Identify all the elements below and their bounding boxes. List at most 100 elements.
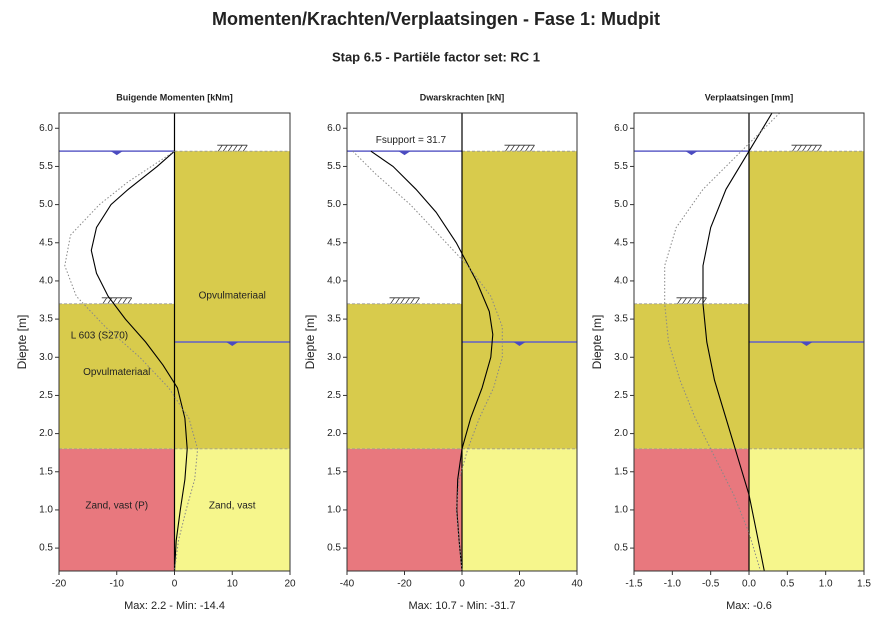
y-tick-label: 2.5	[614, 390, 628, 401]
layer-label: Zand, vast (P)	[85, 501, 148, 512]
curve	[352, 150, 503, 572]
y-tick-label: 1.0	[327, 505, 341, 516]
soil-layer	[749, 151, 864, 449]
ground-hatch	[520, 144, 525, 152]
y-tick-label: 2.0	[327, 428, 341, 439]
soil-layer	[347, 448, 462, 571]
x-tick-label: -20	[52, 579, 67, 590]
curve	[64, 150, 199, 572]
y-tick-label: 0.5	[327, 543, 341, 554]
x-tick-label: 1.0	[819, 579, 833, 590]
y-tick-label: 4.5	[327, 237, 341, 248]
ground-hatch	[222, 144, 228, 152]
panel-title: Buigende Momenten [kNm]	[116, 92, 233, 102]
y-tick-label: 4.0	[327, 276, 341, 287]
ground-hatch	[817, 144, 822, 152]
y-tick-label: 4.0	[39, 276, 53, 287]
y-tick-label: 2.0	[39, 428, 53, 439]
ground-hatch	[505, 144, 510, 152]
x-tick-label: 20	[284, 579, 296, 590]
ground-hatch	[232, 144, 238, 152]
annotation: Fsupport = 31.7	[376, 135, 447, 146]
water-marker	[685, 151, 698, 156]
ground-hatch	[792, 144, 797, 152]
panel: Fsupport = 31.7 0.5 1.0 1.5 2.0 2.5 3.0 3.5 4.0 4…	[303, 92, 583, 612]
y-tick-label: 1.5	[614, 466, 628, 477]
ground-hatch	[515, 144, 520, 152]
ground-hatch	[797, 144, 802, 152]
y-tick-label: 3.0	[614, 352, 628, 363]
x-tick-label: -10	[110, 579, 125, 590]
water-marker	[398, 151, 411, 156]
y-tick-label: 5.0	[327, 199, 341, 210]
soil-layer	[174, 448, 290, 571]
ground-hatch	[237, 144, 243, 152]
ground-hatch	[217, 144, 223, 152]
y-tick-label: 1.5	[327, 466, 341, 477]
soil-layer	[634, 448, 749, 571]
ground-hatch	[687, 297, 692, 305]
layer-label: Opvulmateriaal	[83, 367, 150, 378]
y-tick-label: 1.5	[39, 466, 53, 477]
ground-hatch	[415, 297, 420, 305]
panel-title: Dwarskrachten [kN]	[420, 92, 505, 102]
soil-layer	[174, 151, 290, 449]
y-tick-label: 0.5	[614, 543, 628, 554]
y-tick-label: 6.0	[327, 123, 341, 134]
panel-footer: Max: 2.2 - Min: -14.4	[124, 600, 225, 612]
soil-layer	[634, 303, 749, 449]
page-subtitle: Stap 6.5 - Partiële factor set: RC 1	[332, 49, 540, 64]
ground-hatch	[102, 297, 108, 305]
y-tick-label: 5.0	[614, 199, 628, 210]
ground-hatch	[127, 297, 133, 305]
ground-hatch	[802, 144, 807, 152]
panel-footer: Max: -0.6	[726, 600, 772, 612]
y-axis-label: Diepte [m]	[15, 315, 29, 370]
x-tick-label: 20	[514, 579, 526, 590]
x-tick-label: 0.0	[742, 579, 756, 590]
water-marker	[513, 342, 526, 346]
curve	[90, 150, 188, 572]
y-tick-label: 0.5	[39, 543, 53, 554]
ground-hatch	[390, 297, 395, 305]
ground-hatch	[525, 144, 530, 152]
curve	[702, 112, 773, 572]
ground-hatch	[117, 297, 123, 305]
y-tick-label: 4.5	[614, 237, 628, 248]
ground-hatch	[530, 144, 535, 152]
y-tick-label: 5.5	[614, 161, 628, 172]
ground-hatch	[395, 297, 400, 305]
x-tick-label: 10	[227, 579, 239, 590]
curve	[664, 112, 781, 572]
ground-hatch	[405, 297, 410, 305]
x-tick-label: 0	[459, 579, 465, 590]
ground-hatch	[807, 144, 812, 152]
y-tick-label: 1.0	[614, 505, 628, 516]
ground-hatch	[692, 297, 697, 305]
x-tick-label: 0.5	[780, 579, 794, 590]
layer-label: Zand, vast	[209, 501, 256, 512]
y-tick-label: 4.5	[39, 237, 53, 248]
ground-hatch	[242, 144, 248, 152]
ground-hatch	[107, 297, 113, 305]
y-tick-label: 6.0	[39, 123, 53, 134]
x-tick-label: -20	[397, 579, 412, 590]
y-tick-label: 2.0	[614, 428, 628, 439]
y-tick-label: 3.5	[39, 314, 53, 325]
panel: Opvulmateriaal Zand, vast (P) Opvulmateria…	[15, 92, 296, 612]
soil-layer	[59, 448, 175, 571]
panel-title: Verplaatsingen [mm]	[705, 92, 794, 102]
layer-label: Opvulmateriaal	[199, 291, 266, 302]
panel: 0.5 1.0 1.5 2.0 2.5 3.0 3.5 4.0 4.5 5.0 5.5 6.0 -1.5…	[590, 92, 871, 612]
page-title: Momenten/Krachten/Verplaatsingen - Fase …	[212, 9, 660, 29]
y-tick-label: 5.5	[327, 161, 341, 172]
ground-hatch	[812, 144, 817, 152]
x-tick-label: 40	[571, 579, 583, 590]
x-tick-label: -0.5	[702, 579, 720, 590]
ground-hatch	[122, 297, 128, 305]
y-tick-label: 5.5	[39, 161, 53, 172]
ground-hatch	[677, 297, 682, 305]
y-axis-label: Diepte [m]	[590, 315, 604, 370]
x-tick-label: -40	[340, 579, 355, 590]
